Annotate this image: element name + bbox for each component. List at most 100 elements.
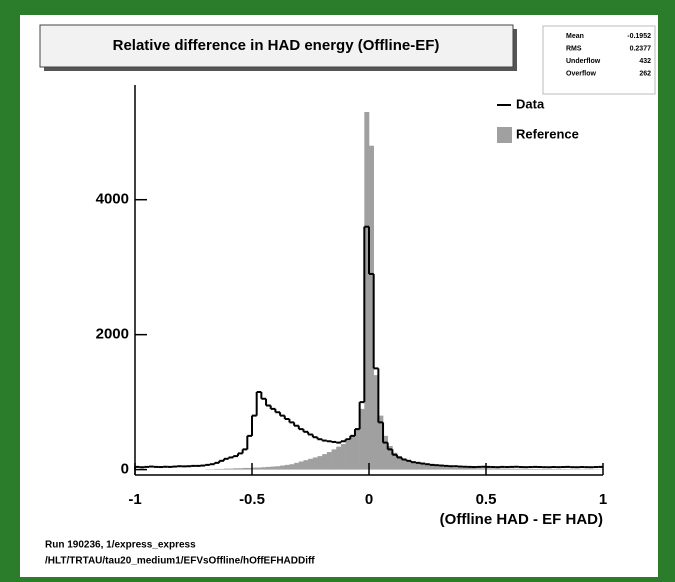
- reference-bar: [373, 375, 379, 470]
- x-axis-label: (Offline HAD - EF HAD): [440, 511, 603, 528]
- stat-value: -0.1952: [627, 33, 651, 40]
- y-tick-label: 2000: [96, 326, 129, 343]
- reference-bar: [331, 449, 337, 470]
- reference-bar: [312, 457, 318, 470]
- reference-bar: [359, 408, 365, 470]
- reference-bar: [378, 415, 384, 470]
- reference-bar: [532, 468, 538, 470]
- reference-bar: [415, 463, 421, 470]
- reference-bar: [345, 440, 351, 470]
- reference-bar: [429, 465, 435, 470]
- reference-bar: [228, 468, 234, 470]
- reference-bar: [336, 446, 342, 470]
- x-tick-label: 0.5: [476, 491, 497, 508]
- stat-label: Underflow: [566, 58, 601, 65]
- reference-bar: [383, 435, 389, 470]
- reference-bar: [448, 467, 454, 470]
- y-tick-label: 4000: [96, 191, 129, 208]
- reference-bar: [223, 468, 229, 470]
- reference-bar: [340, 443, 346, 470]
- reference-bar: [364, 111, 370, 470]
- reference-bar: [214, 468, 220, 470]
- reference-bar: [322, 454, 328, 470]
- reference-bar: [509, 468, 515, 470]
- reference-bar: [406, 460, 412, 470]
- reference-bar: [392, 452, 398, 470]
- reference-bar: [294, 462, 300, 470]
- reference-bar: [233, 468, 239, 470]
- reference-bar: [518, 468, 524, 470]
- reference-bar: [411, 462, 417, 470]
- reference-bar: [486, 468, 491, 470]
- reference-bar: [284, 464, 290, 470]
- stats-box: [542, 25, 656, 95]
- reference-bar: [275, 466, 281, 470]
- reference-bar: [270, 466, 276, 470]
- x-tick-label: -0.5: [239, 491, 265, 508]
- reference-bar: [247, 467, 253, 470]
- reference-bar: [354, 429, 360, 470]
- stat-value: 432: [639, 58, 651, 65]
- chart-title: Relative difference in HAD energy (Offli…: [113, 37, 440, 54]
- footer-line: /HLT/TRTAU/tau20_medium1/EFVsOffline/hOf…: [45, 556, 315, 567]
- reference-bar: [237, 468, 243, 470]
- reference-bar: [425, 464, 431, 470]
- stat-label: Overflow: [566, 70, 597, 77]
- reference-bar: [326, 452, 332, 470]
- y-tick-label: 0: [121, 461, 129, 478]
- reference-bar: [467, 467, 473, 470]
- reference-bar: [397, 456, 403, 470]
- reference-bar: [457, 467, 463, 470]
- reference-bar: [308, 458, 314, 470]
- x-tick-label: 1: [599, 491, 607, 508]
- reference-bar: [350, 435, 356, 470]
- canvas: [20, 15, 658, 577]
- reference-bar: [317, 456, 323, 470]
- reference-bar: [490, 468, 496, 470]
- legend-swatch: [497, 127, 512, 143]
- reference-bar: [298, 461, 304, 470]
- reference-bar: [500, 468, 506, 470]
- reference-bar: [261, 467, 267, 470]
- x-tick-label: 0: [365, 491, 373, 508]
- reference-bar: [471, 468, 477, 470]
- reference-bar: [434, 466, 440, 470]
- title-box: [39, 24, 514, 68]
- legend-label: Reference: [516, 126, 579, 141]
- reference-bar: [252, 467, 257, 470]
- reference-bar: [551, 469, 557, 470]
- reference-bar: [528, 468, 534, 470]
- reference-bar: [256, 467, 262, 470]
- reference-bar: [546, 469, 552, 470]
- x-tick-label: -1: [128, 491, 141, 508]
- reference-bar: [523, 468, 529, 470]
- reference-bar: [542, 468, 548, 470]
- legend-label: Data: [516, 96, 545, 111]
- reference-bar: [453, 467, 459, 470]
- reference-bar: [481, 468, 487, 470]
- reference-bar: [289, 464, 295, 470]
- reference-bar: [219, 468, 225, 470]
- reference-bar: [476, 468, 482, 470]
- stat-value: 262: [639, 70, 651, 77]
- reference-bar: [387, 445, 393, 470]
- reference-bar: [504, 468, 510, 470]
- footer-line: Run 190236, 1/express_express: [45, 540, 196, 551]
- reference-bar: [266, 466, 272, 470]
- stat-value: 0.2377: [630, 45, 652, 52]
- reference-bar: [462, 467, 468, 470]
- reference-bar: [420, 464, 426, 470]
- reference-bar: [280, 465, 286, 470]
- reference-bar: [537, 468, 543, 470]
- reference-bar: [514, 468, 520, 470]
- stat-label: Mean: [566, 33, 584, 40]
- reference-bar: [439, 466, 445, 470]
- reference-bar: [242, 467, 248, 470]
- reference-bar: [495, 468, 501, 470]
- reference-bar: [369, 145, 374, 470]
- reference-bar: [443, 466, 449, 470]
- reference-bar: [401, 458, 407, 470]
- stat-label: RMS: [566, 45, 582, 52]
